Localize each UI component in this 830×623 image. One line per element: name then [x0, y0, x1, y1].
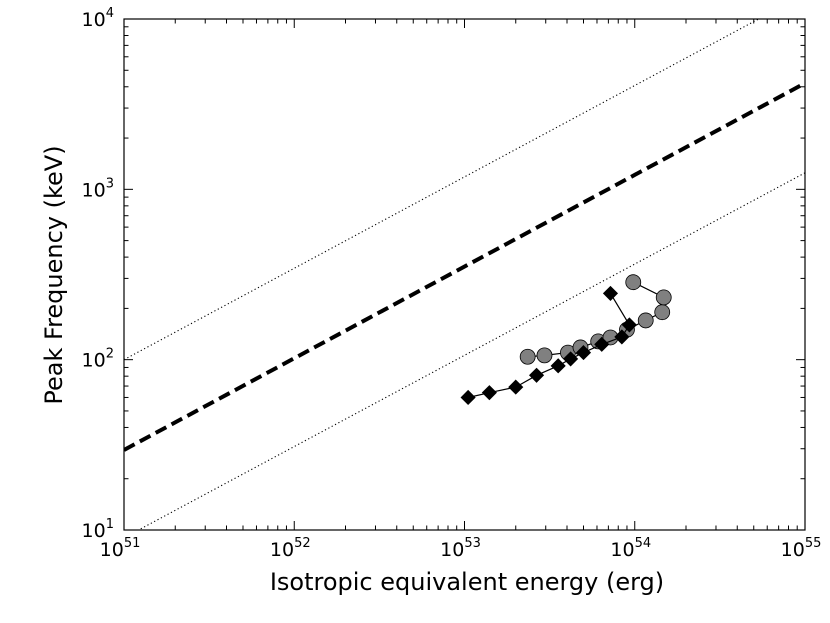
y-tick-label: 101: [82, 517, 114, 542]
circle-point: [654, 304, 671, 321]
diamond-point: [575, 345, 592, 361]
diamond-point: [481, 385, 497, 401]
diamond-point: [563, 351, 579, 367]
reference-lines: [124, 19, 805, 530]
axis-ticks: 1051 1052 1053 1054 1055 101 102 103 104: [82, 6, 822, 561]
x-tick-label: 1055: [781, 536, 822, 561]
y-tick-label: 103: [82, 176, 114, 201]
circle-point: [655, 289, 672, 306]
circle-point: [519, 348, 536, 365]
x-tick-label: 1052: [270, 536, 311, 561]
diamond-point: [460, 389, 476, 406]
x-axis-title: Isotropic equivalent energy (erg): [270, 568, 664, 596]
circle-point: [536, 347, 553, 364]
diamond-point: [508, 379, 524, 395]
x-tick-label: 1054: [610, 536, 651, 561]
data-series: [460, 274, 672, 406]
x-tick-label: 1053: [440, 536, 481, 561]
plot-area: [124, 19, 805, 530]
diamond-point: [621, 317, 637, 333]
circle-point: [637, 312, 654, 329]
diamond-point: [602, 285, 619, 301]
diamond-point: [614, 329, 630, 345]
y-axis-title: Peak Frequency (keV): [40, 145, 68, 404]
y-tick-label: 104: [82, 6, 114, 31]
amati-relation-line: [124, 81, 805, 452]
diamond-point: [550, 358, 566, 374]
diamond-point: [528, 367, 545, 383]
diamond-point: [594, 336, 610, 352]
x-tick-label: 1051: [100, 536, 141, 561]
y-tick-label: 102: [82, 347, 114, 372]
plot-frame: [123, 18, 806, 531]
plot-background: [124, 19, 805, 530]
circle-point: [625, 274, 642, 291]
